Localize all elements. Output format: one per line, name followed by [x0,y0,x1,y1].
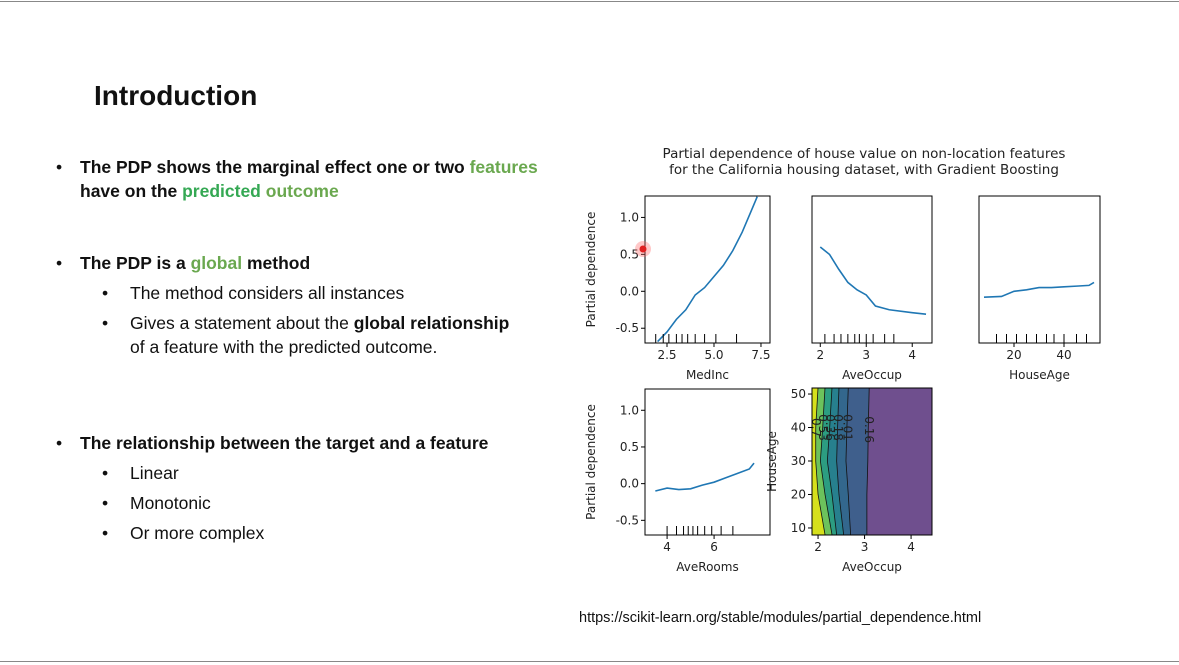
cursor-dot [639,245,647,253]
pd-line [819,246,927,315]
y-tick-label: -0.5 [616,321,639,335]
bullet: The PDP is a global method [56,251,546,275]
x-tick-label: 6 [710,540,718,554]
plot-area: -0.16 0.010.180.360.530.7 [809,388,932,535]
x-tick-label: 3 [861,540,869,554]
contour-line [819,388,833,535]
sub-bullet: The method considers all instances [102,281,510,305]
y-tick-label: 1.0 [620,210,639,224]
y-tick-label: 20 [791,487,806,501]
axes-frame [811,195,933,344]
x-tick-label: 4 [908,348,916,362]
text-run: of a feature with the predicted outcome. [130,337,438,357]
x-tick-label: 4 [663,540,671,554]
contour-label: 0.7 [809,418,823,437]
contour-line [845,388,852,535]
text-run: global relationship [353,313,510,333]
text-run: The PDP shows the marginal effect one or… [80,157,470,177]
slide-title: Introduction [94,80,258,111]
text-run: Linear [130,463,179,483]
plot-area [819,246,927,343]
x-tick-label: 4 [907,540,915,554]
text-run: The relationship between the target and … [80,433,489,453]
x-axis-label: AveOccup [842,560,902,574]
bullet: The relationship between the target and … [56,431,546,455]
sub-bullet: Gives a statement about the global relat… [102,311,510,359]
y-tick-label: 1.0 [620,403,639,417]
y-tick-label: 0.5 [620,440,639,454]
contour-line [836,388,845,535]
x-tick-label: 3 [862,348,870,362]
y-axis-label: Partial dependence [584,404,598,520]
x-tick-label: 7.5 [751,348,770,362]
x-tick-label: 40 [1056,348,1071,362]
y-axis-label: HouseAge [765,431,779,492]
text-run: predicted [182,181,261,201]
contour-label: 0.01 [840,414,854,441]
plot-area [655,196,758,343]
contour-fill [812,388,826,535]
source-url: https://scikit-learn.org/stable/modules/… [579,610,982,626]
figure-title: for the California housing dataset, with… [669,162,1059,178]
y-tick-label: 30 [791,454,806,468]
text-run: Or more complex [130,523,265,543]
x-tick-label: 2.5 [657,348,676,362]
text-run: method [242,253,311,273]
contour-line [866,388,870,535]
bottom-rule [0,661,1179,662]
text-run: global [190,253,243,273]
contour-label: 0.53 [816,414,830,441]
y-tick-label: -0.5 [616,513,639,527]
x-axis-label: HouseAge [1009,368,1070,382]
contour-label: -0.16 [862,412,876,443]
pd-line [655,462,755,492]
text-run: features [469,157,538,177]
sub-bullet: Monotonic [102,491,510,515]
pd-line [983,281,1095,299]
x-tick-label: 20 [1006,348,1021,362]
axes-frame [644,195,771,344]
pd-line [657,196,758,343]
sub-bullet: Linear [102,461,510,485]
y-axis-label: Partial dependence [584,212,598,328]
axes-frame [811,387,933,536]
axes-frame [644,388,771,536]
bullet-group: The PDP shows the marginal effect one or… [56,155,546,203]
y-tick-label: 0.0 [620,284,639,298]
y-tick-label: 0.5 [620,247,639,261]
plot-area [983,281,1095,343]
x-axis-label: MedInc [686,368,729,382]
figure-title: Partial dependence of house value on non… [663,146,1066,162]
x-tick-label: 5.0 [704,348,723,362]
y-tick-label: 10 [791,521,806,535]
bullet-group: The PDP is a global method The method con… [56,251,546,359]
text-run: outcome [260,181,339,201]
x-tick-label: 2 [814,540,822,554]
top-rule [0,1,1179,2]
text-run: Monotonic [130,493,211,513]
contour-line [826,388,838,535]
text-run: The method considers all instances [130,283,405,303]
text-run: Gives a statement about the [130,313,354,333]
y-tick-label: 40 [791,421,806,435]
y-tick-label: 0.0 [620,477,639,491]
contour-line [815,388,826,535]
contour-label: 0.18 [831,414,845,441]
x-tick-label: 2 [816,348,824,362]
axes-frame [978,195,1101,344]
text-run: The PDP is a [80,253,191,273]
bullet-group: The relationship between the target and … [56,431,546,545]
sub-bullet: Or more complex [102,521,510,545]
x-axis-label: AveOccup [842,368,902,382]
plot-area [655,462,755,535]
x-axis-label: AveRooms [676,560,738,574]
text-run: have on the [80,181,183,201]
bullet: The PDP shows the marginal effect one or… [56,155,546,203]
contour-label: 0.36 [823,414,837,441]
y-tick-label: 50 [791,387,806,401]
